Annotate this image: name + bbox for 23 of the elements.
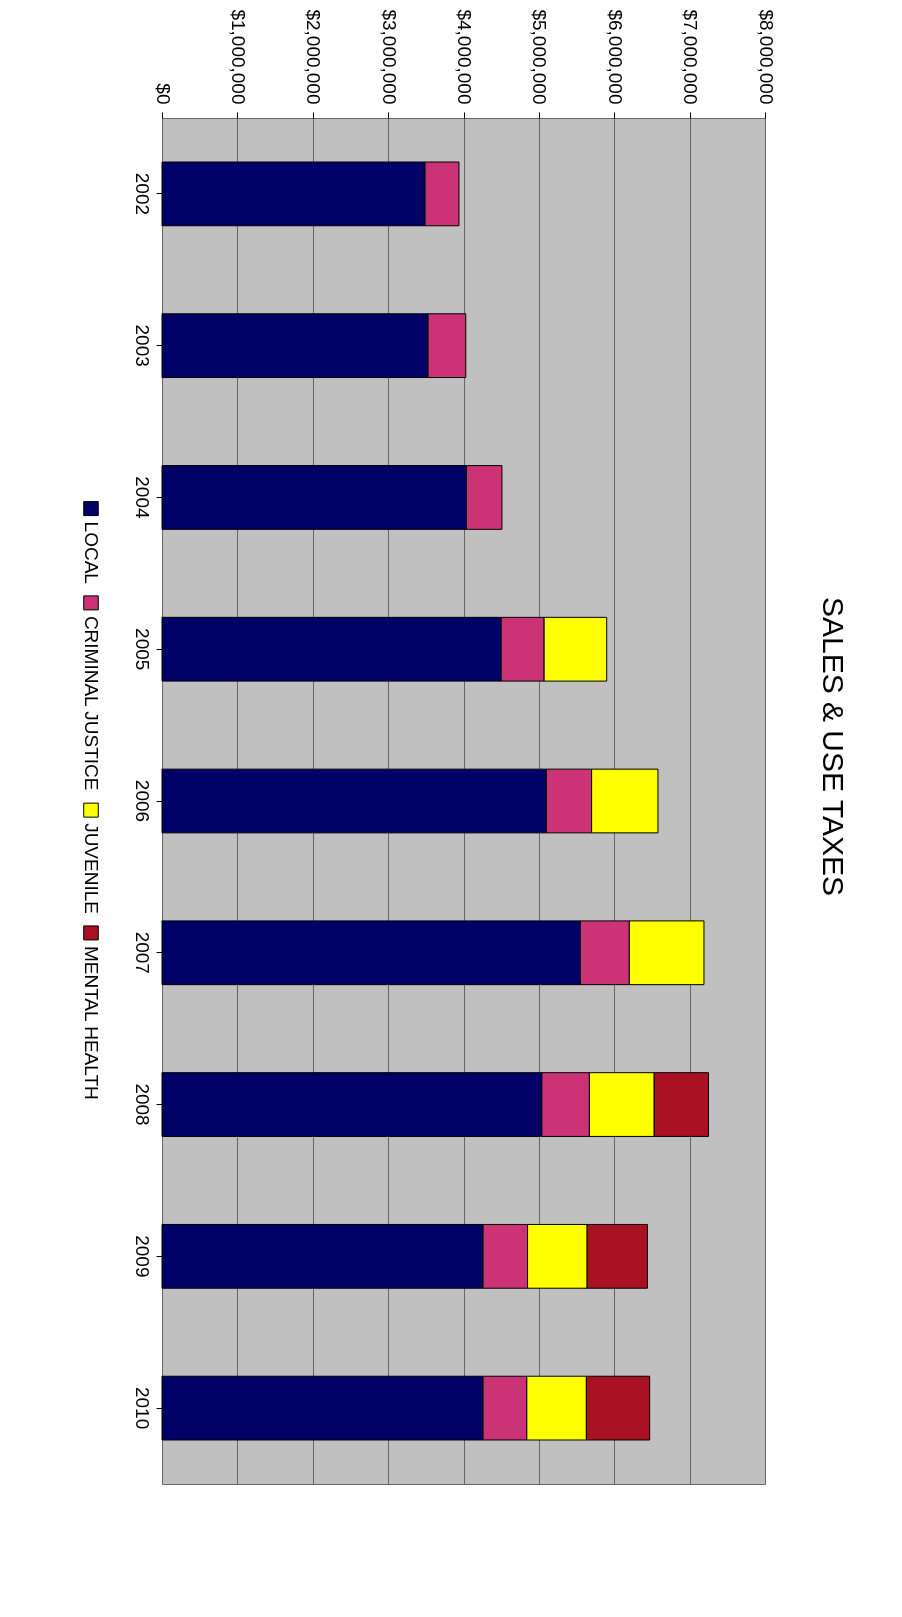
text: SALES & USE TAXES bbox=[816, 596, 850, 896]
y-tick-label: 2009 bbox=[131, 1235, 153, 1278]
x-tick-label: $8,000,000 bbox=[755, 9, 777, 105]
x-tick-label: $0 bbox=[152, 83, 174, 105]
x-tick-label: $7,000,000 bbox=[680, 9, 702, 105]
x-tick-label: $1,000,000 bbox=[227, 9, 249, 105]
x-tick-label: $4,000,000 bbox=[454, 9, 475, 105]
x-tick-label: $2,000,000 bbox=[303, 9, 325, 105]
y-tick-label: 2002 bbox=[131, 172, 153, 216]
y-tick-label: 2008 bbox=[131, 1083, 153, 1126]
legend-label: JUVENILE bbox=[81, 823, 102, 914]
legend-label: CRIMINAL JUSTICE bbox=[81, 615, 102, 791]
x-tick-label: $5,000,000 bbox=[529, 9, 551, 105]
legend-label: MENTAL HEALTH bbox=[81, 945, 102, 1100]
y-tick-label: 2003 bbox=[131, 324, 153, 367]
x-tick-label: $3,000,000 bbox=[378, 9, 400, 105]
y-tick-label: 2004 bbox=[131, 476, 153, 519]
legend-label: LOCAL bbox=[81, 521, 102, 584]
y-tick-label: 2006 bbox=[131, 779, 153, 823]
y-tick-label: 2010 bbox=[131, 1386, 153, 1430]
y-tick-label: 2005 bbox=[131, 628, 153, 671]
x-tick-label: $6,000,000 bbox=[604, 9, 626, 105]
y-tick-label: 2007 bbox=[131, 931, 153, 974]
